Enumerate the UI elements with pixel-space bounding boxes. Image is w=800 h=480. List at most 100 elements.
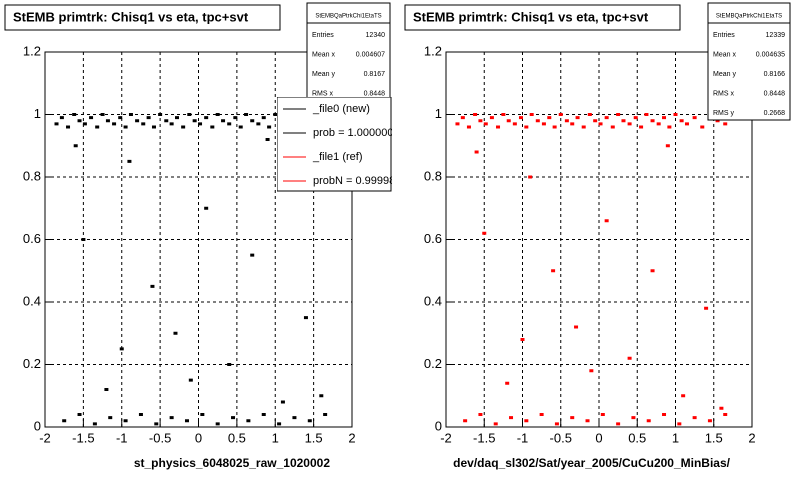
stats-value: 0.8167 — [364, 71, 386, 78]
point — [552, 125, 557, 129]
point — [146, 116, 151, 120]
point — [547, 116, 552, 120]
point — [662, 413, 667, 416]
y-tick-label: 0.4 — [23, 293, 41, 308]
point — [489, 116, 494, 120]
legend-box — [277, 97, 392, 192]
point — [246, 419, 251, 423]
point — [551, 269, 556, 273]
x-tick-label: -1.5 — [473, 430, 495, 445]
point — [238, 125, 243, 129]
chart-title: StEMB primtrk: Chisq1 vs eta, tpc+svt — [413, 9, 649, 24]
y-tick-label: 0 — [34, 418, 41, 433]
y-tick-label: 1 — [435, 106, 442, 121]
point — [482, 231, 487, 235]
x-tick-label: 0.5 — [228, 430, 246, 445]
point — [627, 122, 632, 126]
point — [118, 116, 123, 120]
stats-value: 12339 — [766, 32, 786, 39]
stats-value: 0.2668 — [764, 110, 786, 117]
point — [681, 394, 686, 398]
point — [483, 122, 488, 126]
point — [77, 119, 82, 123]
point — [198, 122, 203, 126]
point — [112, 122, 117, 126]
point — [265, 138, 270, 141]
title-box — [404, 4, 681, 31]
point — [89, 116, 94, 120]
point — [231, 416, 236, 420]
point — [535, 119, 540, 123]
point — [169, 122, 174, 126]
stats-value: 0.8166 — [764, 71, 786, 78]
point — [81, 238, 86, 241]
point — [66, 125, 71, 129]
point — [463, 419, 468, 423]
point — [520, 338, 525, 341]
point — [164, 119, 169, 123]
point — [616, 113, 621, 116]
chart-title: StEMB primtrk: Chisq1 vs eta, tpc+svt — [13, 9, 249, 24]
point — [679, 119, 684, 123]
point — [261, 116, 266, 120]
point — [631, 416, 636, 420]
legend-label: _file1 (ref) — [312, 151, 363, 163]
point — [600, 413, 605, 416]
point — [95, 125, 100, 129]
y-tick-label: 0.6 — [23, 231, 41, 246]
stats-value: 0.8448 — [364, 90, 386, 97]
point — [574, 325, 579, 329]
point — [589, 369, 594, 373]
point — [221, 119, 226, 123]
y-tick-label: 1.2 — [23, 43, 41, 58]
point — [123, 419, 128, 423]
x-axis-label: dev/daq_sl302/Sat/year_2005/CuCu200_MinB… — [453, 456, 730, 470]
point — [505, 381, 510, 385]
point — [633, 116, 638, 120]
point — [723, 413, 728, 416]
point — [598, 122, 603, 126]
x-tick-label: 0 — [195, 430, 202, 445]
point — [466, 125, 471, 129]
point — [518, 116, 523, 120]
x-tick-label: 2 — [348, 430, 355, 445]
y-tick-label: 0.2 — [23, 356, 41, 371]
point — [151, 125, 156, 129]
point — [105, 119, 110, 123]
y-tick-label: 0.2 — [424, 356, 442, 371]
x-tick-label: -1 — [116, 430, 128, 445]
point — [54, 122, 59, 126]
point — [319, 394, 324, 398]
x-tick-label: 1.5 — [305, 430, 323, 445]
point — [244, 113, 249, 116]
point — [528, 175, 533, 179]
point — [62, 419, 67, 423]
point — [227, 363, 232, 366]
point — [280, 400, 285, 404]
point — [92, 422, 97, 426]
point — [501, 113, 506, 116]
point — [154, 422, 159, 426]
point — [307, 419, 312, 423]
point — [593, 119, 598, 123]
point — [173, 331, 178, 335]
point — [323, 413, 328, 416]
point — [575, 116, 580, 120]
stats-value: 0.004607 — [356, 51, 385, 58]
x-tick-label: 1.5 — [705, 430, 723, 445]
point — [141, 122, 146, 126]
point — [128, 113, 133, 116]
legend: _file0 (new) prob = 1.000000 _file1 (ref) p… — [277, 97, 392, 192]
stats-box — [306, 2, 391, 101]
point — [616, 422, 621, 426]
point — [529, 113, 534, 116]
point — [210, 125, 215, 129]
point — [188, 378, 193, 382]
plot-border — [44, 51, 353, 428]
point — [667, 125, 672, 129]
x-tick-label: 2 — [748, 430, 755, 445]
point — [204, 206, 209, 210]
plot-border — [445, 51, 753, 428]
point — [644, 113, 649, 116]
point — [656, 122, 661, 126]
